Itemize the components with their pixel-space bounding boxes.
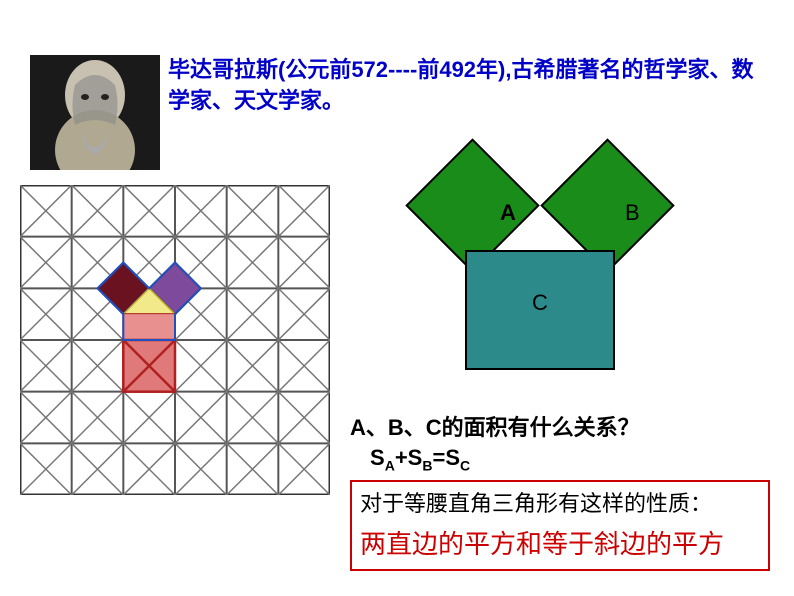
intro-full: 毕达哥拉斯(公元前572----前492年),古希腊著名的哲学家、数学家、天文学… (168, 57, 753, 113)
tile-grid-diagram (20, 185, 330, 495)
area-question: A、B、C的面积有什么关系？ (350, 410, 640, 442)
area-equation: SA+SB=SC (370, 445, 470, 473)
label-a: A (500, 200, 516, 226)
question-prefix: A、B、C (350, 415, 442, 440)
question-suffix: 的面积有什么关系？ (442, 415, 640, 440)
intro-text: 毕达哥拉斯(公元前572----前492年),古希腊著名的哲学家、数学家、天文学… (168, 55, 768, 117)
portrait-svg (30, 55, 160, 170)
label-c: C (532, 290, 548, 316)
pythagoras-portrait (30, 55, 160, 170)
property-intro: 对于等腰直角三角形有这样的性质： (360, 486, 760, 518)
grid-svg (20, 185, 330, 495)
label-b: B (625, 200, 640, 226)
pythagoras-squares-diagram: A B C (390, 150, 690, 400)
property-box: 对于等腰直角三角形有这样的性质： 两直边的平方和等于斜边的平方 (350, 480, 770, 571)
property-statement: 两直边的平方和等于斜边的平方 (360, 524, 760, 561)
